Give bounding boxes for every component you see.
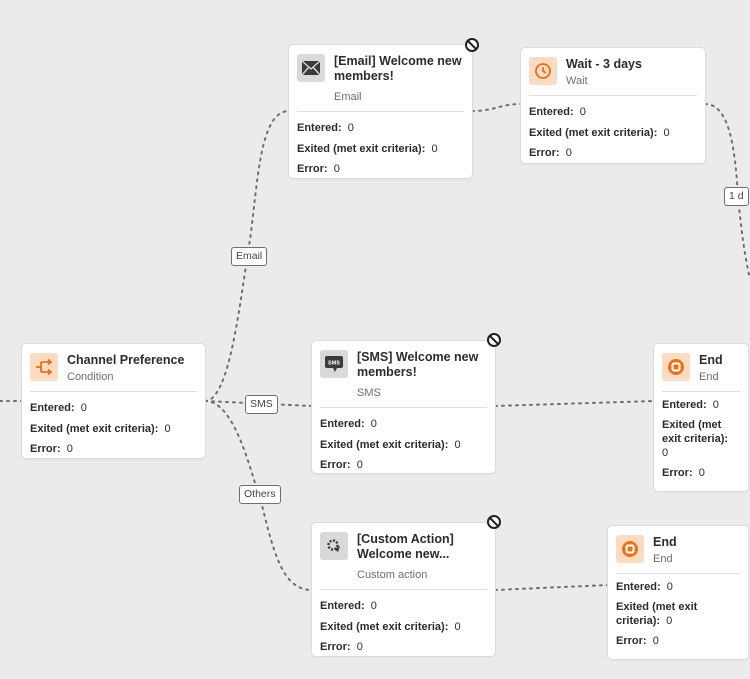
node-title: Channel Preference xyxy=(67,353,185,367)
stat-exited: Exited (met exit criteria): 0 xyxy=(662,419,729,459)
svg-text:SMS: SMS xyxy=(328,360,340,366)
stat-error: Error: 0 xyxy=(320,641,363,653)
path-label-email[interactable]: Email xyxy=(231,247,268,266)
link-sms-end xyxy=(494,400,655,407)
stat-error: Error: 0 xyxy=(297,163,340,175)
clock-icon xyxy=(529,57,557,85)
divider xyxy=(616,573,740,574)
node-end[interactable]: End End Entered: 0 Exited (met exit crit… xyxy=(654,344,748,491)
stat-entered: Entered: 0 xyxy=(616,581,673,593)
stop-icon xyxy=(616,535,644,563)
path-label-sms[interactable]: SMS xyxy=(245,395,278,414)
node-type: Wait xyxy=(566,75,588,87)
node-type: Email xyxy=(334,91,362,103)
stat-error: Error: 0 xyxy=(30,443,73,455)
wait-duration-label[interactable]: 1 d xyxy=(724,187,749,206)
divider xyxy=(662,391,740,392)
disabled-icon[interactable] xyxy=(487,515,501,529)
node-type: End xyxy=(653,553,673,565)
stat-exited: Exited (met exit criteria): 0 xyxy=(616,601,698,627)
disabled-icon[interactable] xyxy=(487,333,501,347)
node-end[interactable]: End End Entered: 0 Exited (met exit crit… xyxy=(608,526,748,659)
stat-exited: Exited (met exit criteria): 0 xyxy=(529,126,670,139)
divider xyxy=(529,95,697,96)
node-email[interactable]: [Email] Welcome new members! Email Enter… xyxy=(289,45,472,178)
link-condition-custom xyxy=(204,400,313,591)
divider xyxy=(320,407,487,408)
disabled-icon[interactable] xyxy=(465,38,479,52)
node-sms[interactable]: SMS [SMS] Welcome new members! SMS Enter… xyxy=(312,341,495,473)
link-email-wait xyxy=(471,103,522,112)
node-wait[interactable]: Wait - 3 days Wait Entered: 0 Exited (me… xyxy=(521,48,705,163)
node-condition[interactable]: Channel Preference Condition Entered: 0 … xyxy=(22,344,205,458)
node-type: Custom action xyxy=(357,569,428,581)
node-title: [Custom Action] Welcome new... xyxy=(357,532,454,561)
condition-split-icon xyxy=(30,353,58,381)
stat-exited: Exited (met exit criteria): 0 xyxy=(320,620,461,633)
stat-entered: Entered: 0 xyxy=(529,106,586,118)
node-title: Wait - 3 days xyxy=(566,57,642,71)
stat-entered: Entered: 0 xyxy=(320,418,377,430)
stat-entered: Entered: 0 xyxy=(662,399,719,411)
divider xyxy=(297,111,464,112)
node-title: End xyxy=(699,353,723,367)
node-type: End xyxy=(699,371,719,383)
stat-error: Error: 0 xyxy=(320,459,363,471)
stat-error: Error: 0 xyxy=(616,635,659,647)
node-custom-action[interactable]: [Custom Action] Welcome new... Custom ac… xyxy=(312,523,495,656)
stat-entered: Entered: 0 xyxy=(30,402,87,414)
stop-icon xyxy=(662,353,690,381)
stat-exited: Exited (met exit criteria): 0 xyxy=(320,438,461,451)
path-label-others[interactable]: Others xyxy=(239,485,281,504)
stat-error: Error: 0 xyxy=(662,467,705,479)
node-type: Condition xyxy=(67,371,114,383)
divider xyxy=(30,391,197,392)
stat-entered: Entered: 0 xyxy=(297,122,354,134)
stat-exited: Exited (met exit criteria): 0 xyxy=(30,422,171,435)
stat-error: Error: 0 xyxy=(529,147,572,159)
node-title: [SMS] Welcome new members! xyxy=(357,350,479,379)
node-title: End xyxy=(653,535,677,549)
node-title: [Email] Welcome new members! xyxy=(334,54,462,83)
sms-icon: SMS xyxy=(320,350,348,378)
stat-exited: Exited (met exit criteria): 0 xyxy=(297,142,438,155)
stat-entered: Entered: 0 xyxy=(320,600,377,612)
divider xyxy=(320,589,487,590)
link-custom-end xyxy=(494,584,609,591)
envelope-icon xyxy=(297,54,325,82)
custom-action-icon xyxy=(320,532,348,560)
node-type: SMS xyxy=(357,387,381,399)
